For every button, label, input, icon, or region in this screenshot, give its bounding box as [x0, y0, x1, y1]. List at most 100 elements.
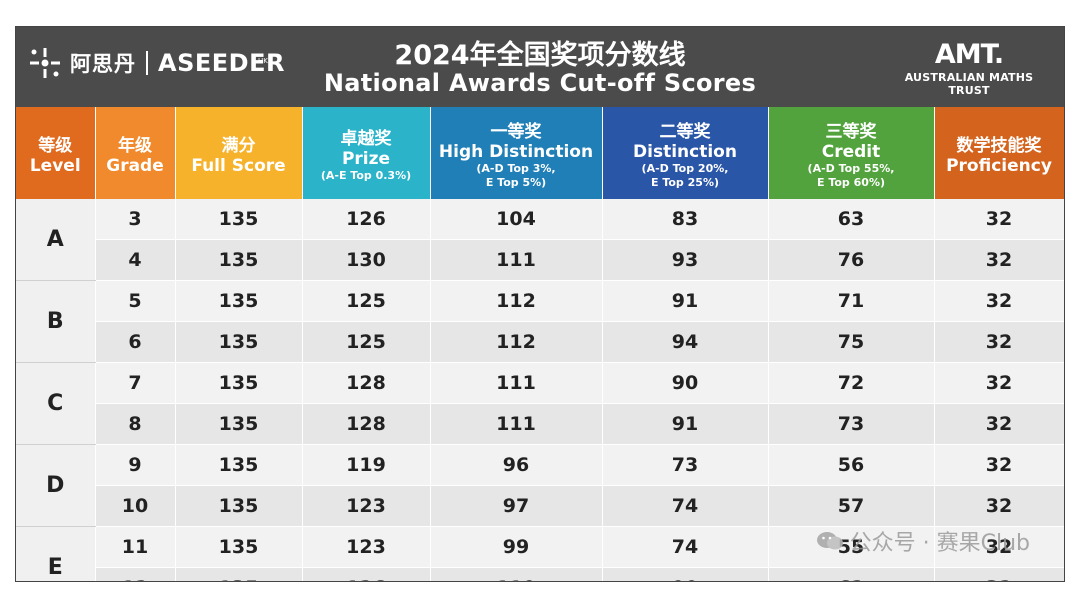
grade-cell: 4 — [95, 239, 176, 281]
credit-cell: 55 — [768, 526, 935, 568]
proficiency-cell: 32 — [934, 567, 1064, 581]
grade-cell: 10 — [95, 485, 176, 527]
distinction-cell: 91 — [602, 403, 769, 445]
grade-cell: 3 — [95, 199, 176, 240]
distinction-cell: 73 — [602, 444, 769, 486]
level-cell: B — [16, 280, 96, 363]
full-cell: 135 — [175, 199, 303, 240]
header-prize-sub: (A-E Top 0.3%) — [320, 168, 412, 182]
grade-cell: 5 — [95, 280, 176, 322]
header-full-score: 满分 Full Score — [175, 107, 303, 199]
grade-cell: 8 — [95, 403, 176, 445]
header-distinction-en: Distinction — [633, 141, 737, 162]
credit-cell: 73 — [768, 403, 935, 445]
table-row: C 7 135 128 111 90 72 32 — [16, 362, 1064, 445]
high-cell: 111 — [430, 239, 603, 281]
amt-logo-text: AUSTRALIAN MATHS TRUST — [904, 71, 1034, 97]
full-cell: 135 — [175, 485, 303, 527]
aseeder-logo: 阿思丹 ASEEDER — [28, 43, 285, 83]
header-high-cn: 一等奖 — [490, 121, 542, 142]
table-row: 4 135 130 111 93 76 32 — [16, 239, 1064, 281]
credit-cell: 72 — [768, 362, 935, 404]
full-cell: 135 — [175, 280, 303, 322]
header-prize-cn: 卓越奖 — [340, 128, 392, 149]
grade-cell: 7 — [95, 362, 176, 404]
high-cell: 99 — [430, 526, 603, 568]
table-row: 6 135 125 112 94 75 32 — [16, 321, 1064, 363]
proficiency-cell: 32 — [934, 362, 1064, 404]
header-level-en: Level — [29, 155, 81, 176]
watermark-text: 公众号 · 赛果Club — [849, 531, 1030, 556]
prize-cell: 125 — [302, 280, 431, 322]
high-cell: 97 — [430, 485, 603, 527]
table-row: 10 135 123 97 74 57 32 — [16, 485, 1064, 527]
header-high-sub2: E Top 5%) — [485, 175, 547, 189]
full-cell: 135 — [175, 321, 303, 363]
title-banner: 阿思丹 ASEEDER HK 2024年全国奖项分数线 National Awa… — [16, 27, 1064, 107]
proficiency-cell: 32 — [934, 321, 1064, 363]
header-row: 等级 Level 年级 Grade 满分 Full Score 卓越奖 Priz… — [16, 107, 1064, 199]
wechat-icon — [816, 532, 843, 550]
credit-cell: 71 — [768, 280, 935, 322]
prize-cell: 128 — [302, 403, 431, 445]
header-proficiency: 数学技能奖 Proficiency — [934, 107, 1064, 199]
header-distinction-sub2: E Top 25%) — [650, 175, 719, 189]
distinction-cell: 94 — [602, 321, 769, 363]
header-full-cn: 满分 — [221, 135, 256, 156]
full-cell: 135 — [175, 567, 303, 581]
grade-cell: 6 — [95, 321, 176, 363]
prize-cell: 126 — [302, 567, 431, 581]
full-cell: 135 — [175, 362, 303, 404]
header-high-en: High Distinction — [438, 141, 594, 162]
credit-cell: 57 — [768, 485, 935, 527]
amt-logo: AMT. AUSTRALIAN MATHS TRUST — [884, 39, 1054, 98]
prize-cell: 119 — [302, 444, 431, 486]
credit-cell: 75 — [768, 321, 935, 363]
high-cell: 96 — [430, 444, 603, 486]
distinction-cell: 93 — [602, 239, 769, 281]
header-level: 等级 Level — [16, 107, 96, 199]
score-table-frame: 阿思丹 ASEEDER HK 2024年全国奖项分数线 National Awa… — [15, 26, 1065, 582]
header-prize-en: Prize — [341, 148, 391, 169]
table-row: B 5 135 125 112 91 71 32 — [16, 280, 1064, 363]
page-title-cn: 2024年全国奖项分数线 — [394, 40, 686, 71]
table-row: E 11 135 123 99 74 55 32 — [16, 526, 1064, 581]
level-cell: A — [16, 199, 96, 281]
high-cell: 111 — [430, 362, 603, 404]
logo-separator — [146, 51, 148, 75]
distinction-cell: 90 — [602, 567, 769, 581]
header-proficiency-en: Proficiency — [946, 155, 1052, 176]
header-grade: 年级 Grade — [95, 107, 176, 199]
header-proficiency-cn: 数学技能奖 — [956, 135, 1042, 156]
watermark: 公众号 · 赛果Club — [816, 525, 1030, 557]
proficiency-cell: 32 — [934, 403, 1064, 445]
header-credit-sub2: E Top 60%) — [816, 175, 885, 189]
header-credit-sub1: (A-D Top 55%, — [807, 161, 895, 175]
header-distinction-sub1: (A-D Top 20%, — [641, 161, 729, 175]
distinction-cell: 83 — [602, 199, 769, 240]
level-cell: E — [16, 526, 96, 581]
proficiency-cell: 32 — [934, 444, 1064, 486]
distinction-cell: 90 — [602, 362, 769, 404]
credit-cell: 63 — [768, 199, 935, 240]
table-row: 12135126110906232 — [16, 567, 1064, 581]
prize-cell: 126 — [302, 199, 431, 240]
header-high-distinction: 一等奖 High Distinction (A-D Top 3%, E Top … — [430, 107, 603, 199]
full-cell: 135 — [175, 444, 303, 486]
header-credit-en: Credit — [821, 141, 881, 162]
grade-cell: 9 — [95, 444, 176, 486]
proficiency-cell: 32 — [934, 199, 1064, 240]
header-distinction-cn: 二等奖 — [659, 121, 711, 142]
logo-cn: 阿思丹 — [70, 52, 136, 76]
logo-en: ASEEDER — [158, 49, 285, 77]
distinction-cell: 74 — [602, 485, 769, 527]
header-credit-cn: 三等奖 — [825, 121, 877, 142]
distinction-cell: 74 — [602, 526, 769, 568]
level-cell: C — [16, 362, 96, 445]
table-body: A 3 135 126 104 83 63 32 4 135 130 111 93 76 32 B 5 135 12… — [16, 199, 1064, 581]
credit-cell: 56 — [768, 444, 935, 486]
amt-logo-mark: AMT. — [934, 39, 1004, 70]
prize-cell: 123 — [302, 526, 431, 568]
prize-cell: 125 — [302, 321, 431, 363]
table-row: D 9 135 119 96 73 56 32 — [16, 444, 1064, 527]
